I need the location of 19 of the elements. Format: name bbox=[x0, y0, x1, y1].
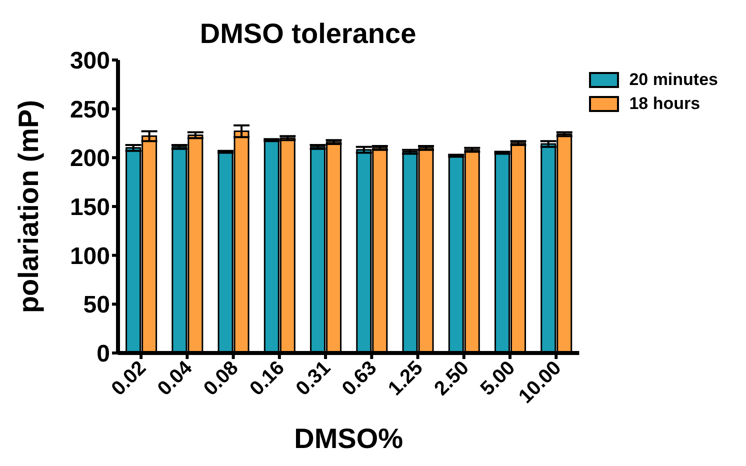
legend-label: 18 hours bbox=[629, 94, 700, 114]
chart-title: DMSO tolerance bbox=[200, 18, 416, 49]
x-tick-label: 0.04 bbox=[154, 356, 198, 400]
legend-label: 20 minutes bbox=[629, 70, 718, 90]
y-tick-label: 300 bbox=[70, 48, 110, 75]
x-axis-title: DMSO% bbox=[294, 423, 404, 454]
y-tick-label: 250 bbox=[70, 96, 110, 124]
y-tick-label: 150 bbox=[70, 194, 110, 222]
x-tick-label: 0.02 bbox=[108, 356, 151, 400]
y-tick-label: 50 bbox=[83, 292, 110, 319]
x-tick-label: 5.00 bbox=[476, 356, 520, 400]
y-tick-label: 100 bbox=[70, 242, 110, 270]
x-tick-label: 0.16 bbox=[246, 356, 289, 400]
x-tick-label: 0.63 bbox=[338, 356, 382, 400]
y-axis-title: polariation (mP) bbox=[12, 100, 44, 314]
y-tick-label: 0 bbox=[96, 340, 110, 368]
y-tick-label: 200 bbox=[70, 145, 110, 172]
x-tick-label: 0.08 bbox=[200, 356, 243, 400]
x-tick-label: 0.31 bbox=[292, 356, 336, 400]
